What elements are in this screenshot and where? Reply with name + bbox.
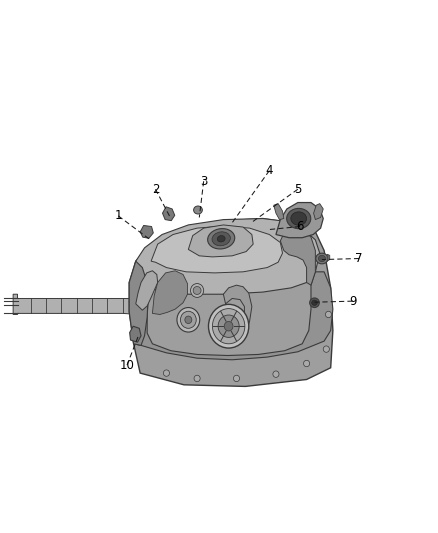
Ellipse shape	[304, 360, 310, 367]
Ellipse shape	[180, 311, 196, 328]
Ellipse shape	[217, 236, 225, 242]
Ellipse shape	[224, 321, 233, 331]
Polygon shape	[280, 228, 315, 285]
Ellipse shape	[310, 298, 319, 308]
Ellipse shape	[193, 286, 201, 294]
Ellipse shape	[318, 255, 325, 262]
Polygon shape	[151, 226, 283, 273]
Polygon shape	[134, 272, 333, 360]
Polygon shape	[134, 219, 320, 294]
Text: 3: 3	[200, 175, 207, 188]
Ellipse shape	[185, 316, 192, 324]
Polygon shape	[152, 271, 187, 314]
Polygon shape	[130, 326, 141, 342]
Polygon shape	[276, 203, 323, 238]
Ellipse shape	[212, 232, 230, 246]
Polygon shape	[129, 297, 142, 310]
Polygon shape	[223, 285, 252, 337]
Ellipse shape	[291, 212, 307, 225]
Polygon shape	[327, 254, 330, 261]
Text: 1: 1	[114, 209, 122, 222]
Ellipse shape	[208, 304, 249, 348]
Polygon shape	[188, 225, 253, 257]
Polygon shape	[162, 207, 175, 221]
Ellipse shape	[286, 208, 311, 229]
Ellipse shape	[325, 311, 332, 318]
Text: 9: 9	[349, 295, 357, 308]
Ellipse shape	[191, 284, 204, 297]
Polygon shape	[129, 261, 148, 345]
Ellipse shape	[273, 371, 279, 377]
Polygon shape	[136, 271, 158, 310]
Text: 2: 2	[152, 183, 159, 196]
Polygon shape	[274, 204, 284, 220]
Ellipse shape	[163, 370, 170, 376]
Ellipse shape	[311, 300, 317, 305]
Ellipse shape	[218, 315, 239, 337]
Polygon shape	[140, 225, 153, 238]
Ellipse shape	[208, 229, 235, 249]
Text: 4: 4	[265, 164, 273, 177]
Text: 7: 7	[355, 252, 363, 265]
Ellipse shape	[316, 253, 328, 264]
Polygon shape	[314, 204, 323, 220]
Text: 10: 10	[120, 359, 134, 372]
Text: 5: 5	[294, 183, 301, 196]
Ellipse shape	[233, 375, 240, 382]
Ellipse shape	[194, 206, 202, 214]
Ellipse shape	[323, 346, 329, 352]
Ellipse shape	[177, 308, 200, 332]
Ellipse shape	[194, 375, 200, 382]
Polygon shape	[13, 294, 149, 314]
Ellipse shape	[212, 309, 245, 344]
Polygon shape	[129, 219, 333, 386]
Text: 6: 6	[296, 220, 304, 233]
